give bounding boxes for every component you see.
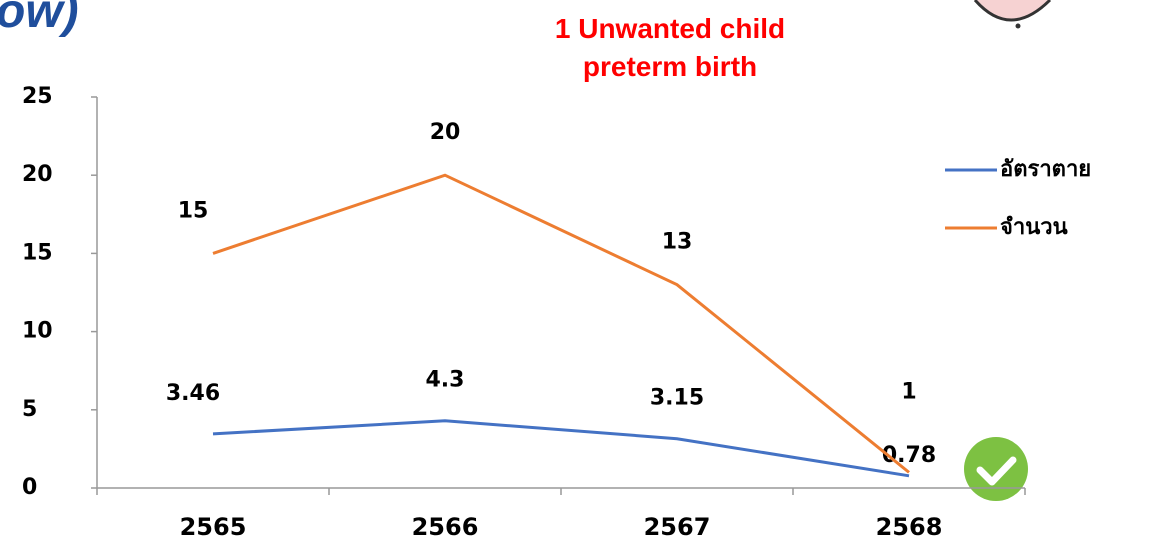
check-circle (964, 437, 1028, 501)
cartoon-dot (1015, 23, 1021, 29)
y-tick-label: 20 (22, 162, 53, 187)
data-label: 3.15 (650, 386, 704, 411)
legend-label: จำนวน (1000, 215, 1068, 240)
series-line (212, 419, 910, 478)
y-tick-label: 10 (22, 319, 53, 344)
data-label: 3.46 (166, 381, 220, 406)
check-mark (976, 456, 1017, 486)
x-tick-label: 2566 (412, 513, 479, 541)
data-label: 13 (662, 230, 693, 255)
y-tick-label: 15 (22, 240, 53, 265)
y-tick-label: 5 (22, 397, 37, 422)
y-tick-label: 25 (22, 84, 53, 109)
chart-title: 1 Unwanted child preterm birth (554, 13, 786, 82)
data-label: 4.3 (426, 368, 465, 393)
y-tick-label: 0 (22, 475, 37, 500)
x-tick-label: 2565 (180, 513, 247, 541)
data-label: 0.78 (882, 443, 936, 468)
decoration (964, 0, 1052, 501)
series-line (212, 173, 910, 474)
data-label: 1 (901, 379, 916, 404)
data-label: 15 (178, 198, 209, 223)
legend-label: อัตราตาย (1000, 157, 1091, 182)
x-tick-label: 2567 (644, 513, 711, 541)
x-tick-label: 2568 (876, 513, 943, 541)
cartoon (973, 0, 1052, 22)
header-fragment: ow) (0, 0, 79, 38)
data-label: 20 (430, 120, 461, 145)
